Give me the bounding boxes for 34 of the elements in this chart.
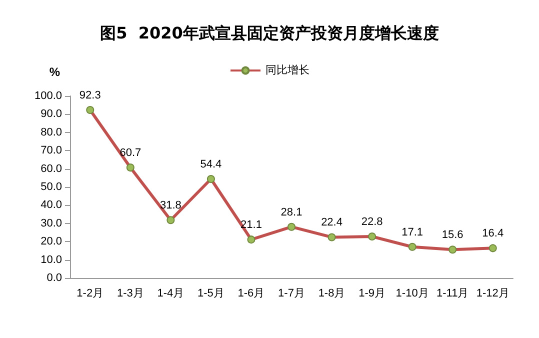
y-tick-label: 100.0 [34, 90, 62, 102]
x-tick-label: 1-3月 [116, 288, 144, 300]
y-tick-label: 70.0 [40, 144, 62, 157]
data-label: 54.4 [200, 158, 222, 170]
y-tick-label: 40.0 [40, 199, 62, 212]
y-tick-label: 80.0 [40, 126, 62, 138]
x-tick-label: 1-6月 [238, 288, 265, 300]
x-tick-label: 1-12月 [476, 288, 510, 300]
x-tick-label: 1-2月 [76, 288, 104, 300]
y-axis-title: % [49, 65, 60, 79]
y-tick-label: 90.0 [40, 108, 62, 120]
data-label: 28.1 [280, 206, 302, 218]
y-tick-label: 30.0 [40, 217, 62, 230]
x-tick-label: 1-11月 [436, 288, 469, 300]
x-tick-label: 1-10月 [396, 288, 429, 300]
data-label: 22.4 [321, 216, 342, 229]
legend-label: 同比增长 [266, 64, 310, 76]
data-label: 22.8 [361, 216, 383, 228]
y-tick-label: 50.0 [40, 181, 62, 193]
y-tick-label: 20.0 [40, 236, 62, 248]
x-tick-label: 1-7月 [278, 288, 305, 300]
x-tick-label: 1-4月 [157, 288, 184, 300]
x-tick-label: 1-8月 [318, 288, 346, 300]
data-label: 31.8 [160, 200, 182, 212]
x-tick-label: 1-9月 [358, 288, 386, 300]
x-tick-label: 1-5月 [198, 288, 224, 300]
y-tick-label: 0.0 [46, 272, 62, 284]
y-tick-label: 10.0 [40, 254, 62, 266]
data-label: 15.6 [442, 229, 464, 242]
chart-title: 图5 2020年武宣县固定资产投资月度增长速度 [100, 24, 439, 42]
data-label: 92.3 [79, 90, 101, 102]
data-label: 16.4 [482, 228, 504, 240]
y-tick-label: 60.0 [40, 162, 62, 175]
data-label: 17.1 [402, 226, 424, 238]
